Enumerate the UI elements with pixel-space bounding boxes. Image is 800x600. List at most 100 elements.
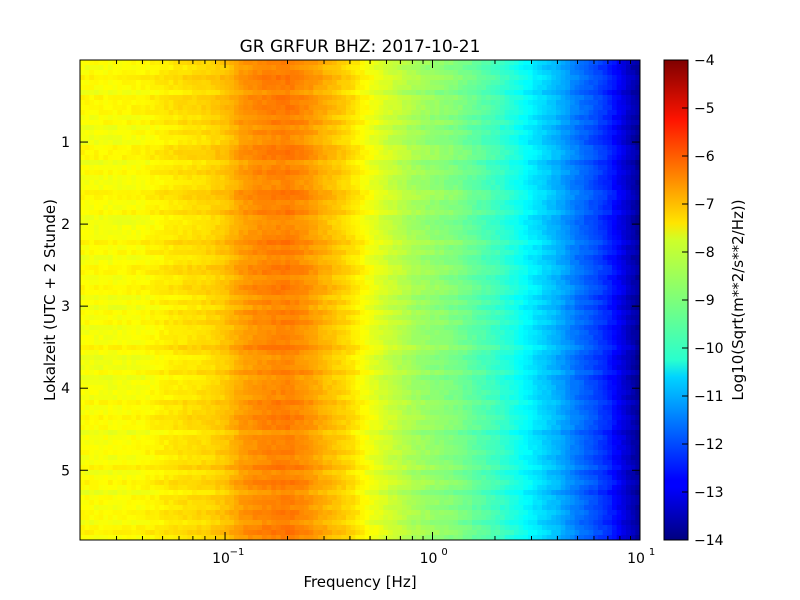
heatmap-cell xyxy=(98,250,104,256)
heatmap-cell xyxy=(406,195,412,201)
heatmap-cell xyxy=(238,105,244,111)
heatmap-cell xyxy=(453,130,459,136)
heatmap-cell xyxy=(504,145,510,151)
heatmap-cell xyxy=(168,100,174,106)
heatmap-cell xyxy=(560,235,566,241)
heatmap-cell xyxy=(626,105,632,111)
heatmap-cell xyxy=(145,150,151,156)
heatmap-cell xyxy=(476,240,482,246)
heatmap-cell xyxy=(168,110,174,116)
heatmap-cell xyxy=(252,150,258,156)
heatmap-cell xyxy=(486,80,492,86)
heatmap-cell xyxy=(322,190,328,196)
heatmap-cell xyxy=(103,100,109,106)
heatmap-cell xyxy=(378,250,384,256)
heatmap-cell xyxy=(504,135,510,141)
heatmap-cell xyxy=(584,75,590,81)
heatmap-cell xyxy=(355,120,361,126)
heatmap-cell xyxy=(369,120,375,126)
heatmap-cell xyxy=(579,175,585,181)
heatmap-cell xyxy=(294,180,300,186)
heatmap-cell xyxy=(402,255,408,261)
heatmap-cell xyxy=(369,265,375,271)
heatmap-cell xyxy=(89,70,95,76)
heatmap-cell xyxy=(299,260,305,266)
heatmap-cell xyxy=(439,200,445,206)
heatmap-cell xyxy=(192,225,198,231)
heatmap-cell xyxy=(481,155,487,161)
heatmap-cell xyxy=(388,90,394,96)
heatmap-cell xyxy=(584,245,590,251)
heatmap-cell xyxy=(434,245,440,251)
heatmap-cell xyxy=(234,125,240,131)
heatmap-cell xyxy=(556,145,562,151)
heatmap-cell xyxy=(383,135,389,141)
heatmap-cell xyxy=(523,140,529,146)
heatmap-cell xyxy=(523,155,529,161)
heatmap-cell xyxy=(262,65,268,71)
heatmap-cell xyxy=(285,195,291,201)
heatmap-cell xyxy=(271,145,277,151)
heatmap-cell xyxy=(448,245,454,251)
heatmap-cell xyxy=(476,120,482,126)
heatmap-cell xyxy=(229,75,235,81)
heatmap-cell xyxy=(462,65,468,71)
heatmap-cell xyxy=(117,255,123,261)
heatmap-cell xyxy=(98,145,104,151)
heatmap-cell xyxy=(164,185,170,191)
heatmap-cell xyxy=(570,165,576,171)
heatmap-cell xyxy=(201,235,207,241)
heatmap-cell xyxy=(616,175,622,181)
heatmap-cell xyxy=(350,210,356,216)
heatmap-cell xyxy=(164,80,170,86)
heatmap-cell xyxy=(509,95,515,101)
heatmap-cell xyxy=(308,135,314,141)
heatmap-cell xyxy=(514,115,520,121)
heatmap-cell xyxy=(458,255,464,261)
heatmap-cell xyxy=(164,240,170,246)
heatmap-cell xyxy=(392,80,398,86)
heatmap-cell xyxy=(402,155,408,161)
heatmap-cell xyxy=(252,165,258,171)
heatmap-cell xyxy=(145,145,151,151)
heatmap-cell xyxy=(607,175,613,181)
heatmap-cell xyxy=(341,95,347,101)
heatmap-cell xyxy=(318,240,324,246)
heatmap-cell xyxy=(378,110,384,116)
heatmap-cell xyxy=(252,155,258,161)
heatmap-cell xyxy=(626,80,632,86)
heatmap-cell xyxy=(355,190,361,196)
heatmap-cell xyxy=(210,245,216,251)
heatmap-cell xyxy=(201,205,207,211)
heatmap-cell xyxy=(220,160,226,166)
heatmap-cell xyxy=(94,140,100,146)
heatmap-cell xyxy=(616,190,622,196)
heatmap-cell xyxy=(518,225,524,231)
heatmap-cell xyxy=(570,105,576,111)
heatmap-cell xyxy=(416,210,422,216)
heatmap-cell xyxy=(117,205,123,211)
heatmap-cell xyxy=(388,160,394,166)
heatmap-cell xyxy=(546,130,552,136)
heatmap-cell xyxy=(80,120,86,126)
heatmap-cell xyxy=(196,240,202,246)
heatmap-cell xyxy=(206,245,212,251)
heatmap-cell xyxy=(84,265,90,271)
heatmap-cell xyxy=(579,165,585,171)
heatmap-cell xyxy=(80,205,86,211)
heatmap-cell xyxy=(332,135,338,141)
heatmap-cell xyxy=(117,195,123,201)
heatmap-cell xyxy=(327,250,333,256)
heatmap-cell xyxy=(271,230,277,236)
heatmap-cell xyxy=(374,135,380,141)
heatmap-cell xyxy=(472,175,478,181)
heatmap-cell xyxy=(262,225,268,231)
heatmap-cell xyxy=(243,200,249,206)
heatmap-cell xyxy=(565,95,571,101)
heatmap-cell xyxy=(313,250,319,256)
heatmap-cell xyxy=(542,255,548,261)
heatmap-cell xyxy=(122,245,128,251)
heatmap-cell xyxy=(294,155,300,161)
heatmap-cell xyxy=(570,140,576,146)
heatmap-cell xyxy=(252,90,258,96)
